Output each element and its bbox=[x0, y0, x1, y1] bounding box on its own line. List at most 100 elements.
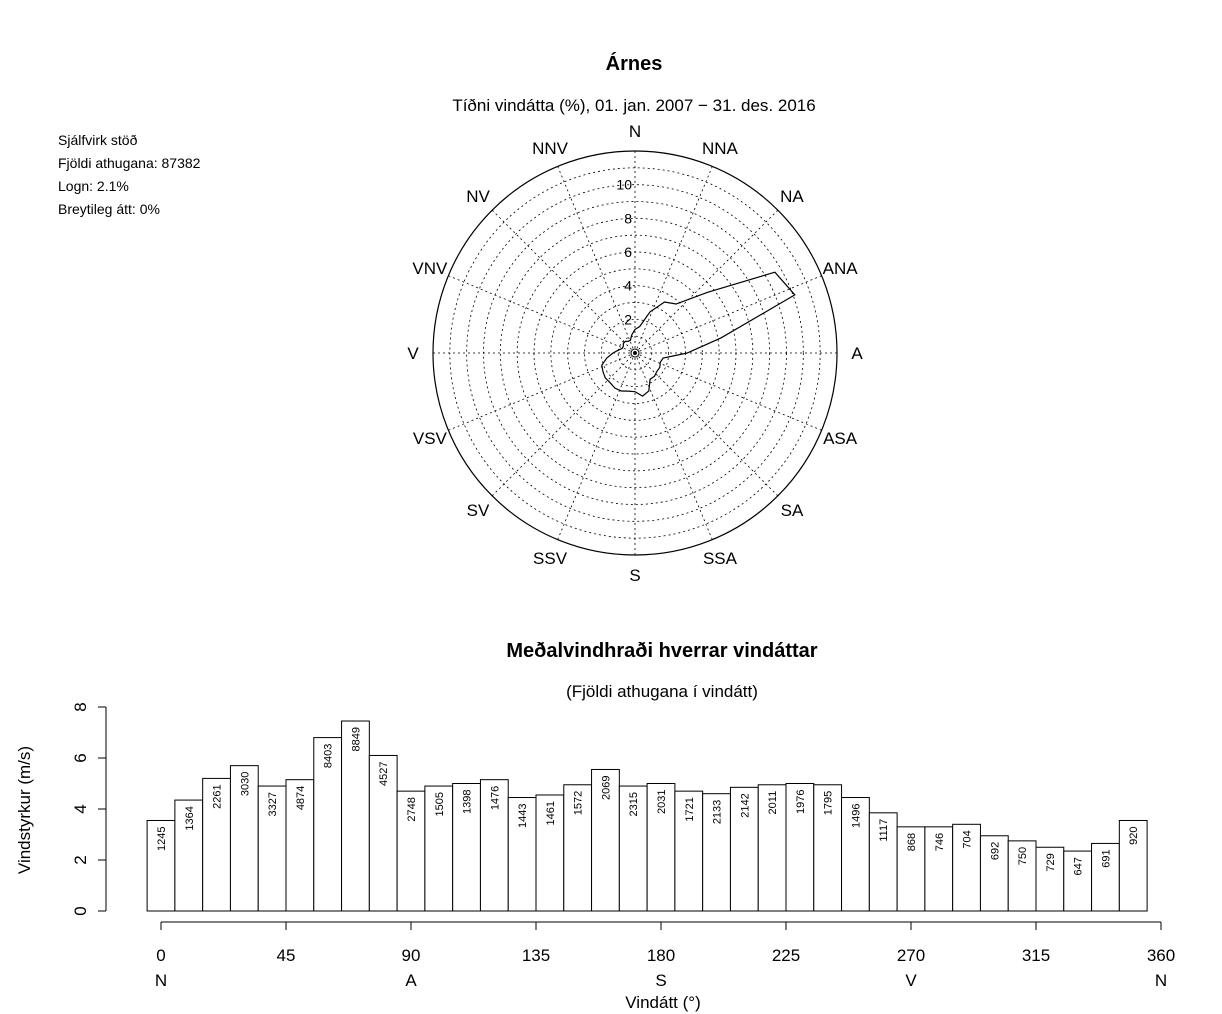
bar-13 bbox=[507, 797, 537, 912]
y-axis-tick-label: 8 bbox=[71, 702, 90, 711]
bar-27 bbox=[896, 826, 926, 912]
wind-rose-grid bbox=[432, 150, 838, 556]
wind-rose-direction-NA: NA bbox=[780, 187, 804, 206]
bar-count-label: 1245 bbox=[156, 827, 168, 851]
x-axis-tick-label: 135 bbox=[522, 946, 550, 965]
bar-chart-subtitle: (Fjöldi athugana í vindátt) bbox=[566, 682, 758, 701]
bar-32 bbox=[1035, 846, 1065, 912]
bar-31 bbox=[1007, 840, 1037, 912]
wind-rose-title: Árnes bbox=[606, 52, 663, 75]
wind-rose-spoke-SV bbox=[491, 352, 636, 497]
bar-17 bbox=[618, 785, 648, 912]
observations-text: Fjöldi athugana: 87382 bbox=[58, 155, 201, 171]
wind-rose-direction-NNA: NNA bbox=[702, 139, 739, 158]
wind-rose-direction-N: N bbox=[629, 122, 641, 141]
bar-22 bbox=[757, 784, 787, 912]
bar-20 bbox=[702, 793, 731, 912]
wind-rose-frequency-outline bbox=[601, 271, 796, 397]
bar-8 bbox=[368, 754, 398, 912]
x-axis-direction-letter: N bbox=[1155, 971, 1167, 990]
bar-7 bbox=[341, 720, 370, 912]
wind-rose-radial-tick-label: 2 bbox=[624, 311, 632, 327]
bar-count-label: 1795 bbox=[823, 791, 835, 815]
bar-count-label: 729 bbox=[1045, 853, 1057, 871]
bar-29 bbox=[952, 823, 981, 912]
wind-rose-spoke-SSA bbox=[634, 352, 713, 540]
bar-3 bbox=[229, 765, 259, 912]
variable-direction-text: Breytileg átt: 0% bbox=[58, 201, 160, 217]
bar-count-label: 1476 bbox=[489, 786, 501, 810]
wind-rose-radial-tick-label: 6 bbox=[624, 244, 632, 260]
bar-24 bbox=[813, 784, 843, 912]
y-axis-label: Vindstyrkur (m/s) bbox=[15, 746, 34, 874]
bar-count-label: 4527 bbox=[378, 762, 390, 786]
bar-count-label: 1721 bbox=[684, 797, 696, 821]
y-axis-tick-label: 4 bbox=[71, 804, 90, 813]
bar-count-label: 2031 bbox=[656, 790, 668, 814]
wind-rose-ring bbox=[483, 201, 787, 505]
bar-25 bbox=[841, 797, 870, 912]
x-axis-tick-label: 225 bbox=[772, 946, 800, 965]
wind-rose-spoke-SSV bbox=[557, 352, 636, 540]
bar-16 bbox=[591, 768, 620, 912]
bar-14 bbox=[535, 794, 565, 912]
y-axis-tick-label: 0 bbox=[71, 906, 90, 915]
x-axis-tick-label: 180 bbox=[647, 946, 675, 965]
bar-count-label: 8403 bbox=[323, 744, 335, 768]
wind-rose-center-marker bbox=[630, 348, 640, 358]
bar-2 bbox=[202, 777, 231, 912]
bar-count-label: 691 bbox=[1100, 849, 1112, 867]
wind-rose-subtitle: Tíðni vindátta (%), 01. jan. 2007 − 31. … bbox=[452, 96, 815, 115]
bar-count-label: 2748 bbox=[406, 797, 418, 821]
y-axis-tick-label: 2 bbox=[71, 855, 90, 864]
bar-count-label: 2261 bbox=[212, 784, 224, 808]
bar-count-label: 2069 bbox=[600, 776, 612, 800]
wind-rose-direction-labels: N NNA NA ANA A ASA SA SSA S SSV SV VSV V VNV NV NNV bbox=[407, 122, 863, 585]
x-axis-direction-letter: V bbox=[905, 971, 917, 990]
wind-rose-radial-tick-label: 10 bbox=[616, 177, 632, 193]
wind-rose-ring bbox=[617, 335, 653, 371]
bar-count-label: 2133 bbox=[712, 800, 724, 824]
bar-35 bbox=[1118, 819, 1148, 912]
y-axis: 0 2 4 6 8 bbox=[71, 702, 107, 916]
bar-count-label: 2142 bbox=[739, 793, 751, 817]
wind-rose-direction-NV: NV bbox=[466, 187, 490, 206]
x-axis-tick-label: 90 bbox=[402, 946, 421, 965]
bar-count-label: 1505 bbox=[434, 792, 446, 816]
wind-rose-spoke-NA bbox=[634, 209, 779, 354]
calm-text: Logn: 2.1% bbox=[58, 178, 129, 194]
wind-rose-direction-VNV: VNV bbox=[412, 259, 448, 278]
bar-28 bbox=[924, 826, 954, 912]
bar-count-label: 1496 bbox=[850, 804, 862, 828]
bar-series bbox=[146, 720, 1148, 912]
wind-rose-direction-SV: SV bbox=[467, 501, 490, 520]
wind-rose-ring bbox=[466, 184, 804, 522]
wind-rose-radial-tick-label: 4 bbox=[624, 278, 632, 294]
bar-count-label: 647 bbox=[1073, 857, 1085, 875]
bar-count-label: 1398 bbox=[462, 790, 474, 814]
wind-rose-outer-ring bbox=[432, 150, 838, 556]
wind-rose-ring bbox=[516, 234, 754, 472]
wind-rose-direction-V: V bbox=[407, 344, 419, 363]
x-axis-tick-label: 270 bbox=[897, 946, 925, 965]
wind-rose-spoke-VSV bbox=[448, 352, 636, 431]
x-axis-label: Vindátt (°) bbox=[625, 993, 700, 1012]
bar-4 bbox=[257, 785, 287, 912]
x-axis: 0 45 90 135 180 225 270 315 360 N A S V N bbox=[155, 921, 1175, 990]
bar-count-label: 4874 bbox=[295, 786, 307, 810]
bar-count-labels: 1245 1364 2261 3030 3327 4874 8403 8849 4527 2748… bbox=[156, 727, 1140, 875]
wind-rose-ring bbox=[600, 318, 670, 388]
bar-count-label: 920 bbox=[1128, 827, 1140, 845]
wind-rose-ring bbox=[499, 217, 771, 489]
bar-5 bbox=[285, 779, 315, 912]
bar-count-label: 2011 bbox=[767, 791, 779, 815]
wind-rose-direction-ANA: ANA bbox=[823, 259, 859, 278]
bar-count-label: 1461 bbox=[545, 801, 557, 825]
x-axis-direction-letter: N bbox=[155, 971, 167, 990]
wind-rose-center-dot bbox=[633, 351, 637, 355]
bar-count-label: 2315 bbox=[628, 792, 640, 816]
wind-rose-direction-NNV: NNV bbox=[532, 139, 569, 158]
x-axis-tick-label: 360 bbox=[1147, 946, 1175, 965]
bar-33 bbox=[1063, 850, 1093, 912]
